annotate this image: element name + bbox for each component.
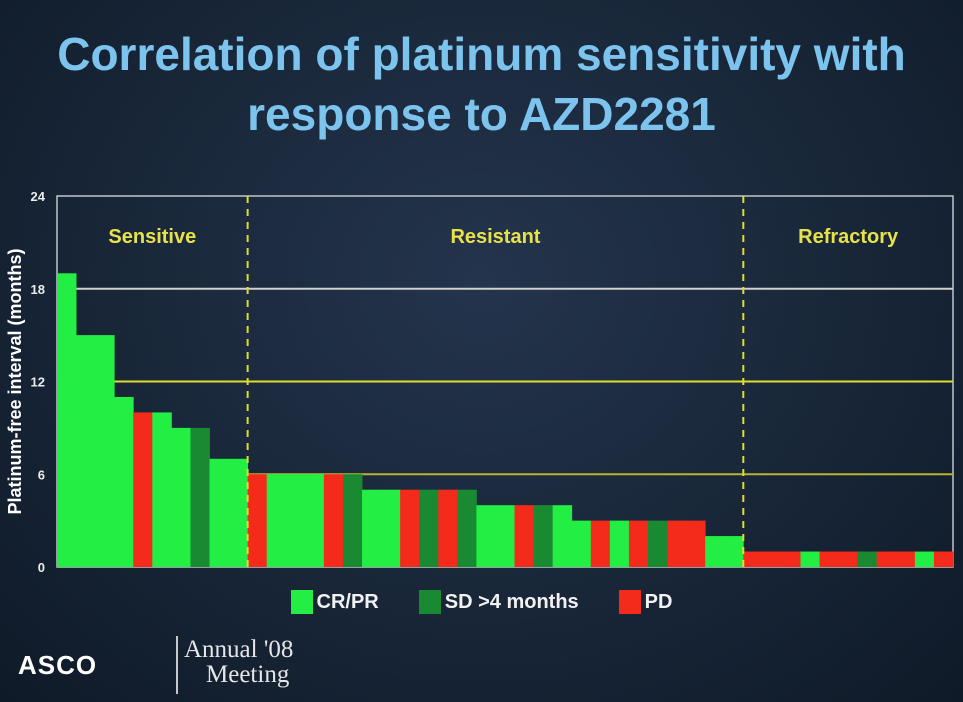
legend-label-sd: SD >4 months	[444, 590, 579, 613]
bar	[838, 551, 859, 567]
annual-meeting-logo: Annual '08 Meeting	[184, 637, 293, 687]
bar	[914, 551, 935, 567]
bar	[438, 489, 458, 567]
bar	[705, 536, 725, 567]
bar	[743, 551, 763, 567]
y-tick-label: 24	[31, 189, 46, 204]
asco-logo: ASCO	[18, 650, 98, 680]
group-label: Sensitive	[108, 226, 196, 248]
bar	[304, 474, 325, 567]
bar	[209, 458, 229, 567]
bar	[933, 551, 954, 567]
legend-swatch-pd	[618, 590, 641, 614]
footer-divider	[176, 636, 178, 694]
legend-label-pd: PD	[644, 590, 673, 613]
bar	[762, 551, 782, 567]
title-line-2: response to AZD2281	[247, 88, 716, 140]
bar	[552, 505, 573, 567]
bar	[114, 396, 134, 567]
meeting-line-1: Annual '08	[184, 636, 294, 663]
meeting-line-2: Meeting	[206, 661, 290, 688]
y-tick-label: 12	[31, 375, 45, 390]
legend-label-crpr: CR/PR	[316, 590, 379, 613]
bar	[819, 551, 840, 567]
bar	[400, 489, 420, 567]
bar	[457, 489, 477, 567]
y-axis-label: Platinum-free interval (months)	[5, 248, 25, 514]
legend-item-pd: PD	[618, 590, 673, 614]
bar	[57, 273, 77, 567]
bar	[895, 551, 916, 567]
bar	[628, 520, 649, 567]
bar	[533, 505, 554, 567]
bar	[266, 474, 287, 567]
title-line-1: Correlation of platinum sensitivity with	[57, 28, 906, 80]
bar	[228, 458, 249, 567]
group-label: Resistant	[450, 226, 540, 248]
bar	[876, 551, 897, 567]
bar	[95, 335, 115, 567]
bar	[419, 489, 439, 567]
bar	[285, 474, 306, 567]
bar	[152, 412, 172, 567]
legend-item-crpr: CR/PR	[290, 590, 379, 614]
bar	[133, 412, 153, 567]
bar	[362, 489, 382, 567]
y-tick-label: 0	[38, 560, 45, 575]
bar	[381, 489, 401, 567]
bar	[476, 505, 496, 567]
bar	[609, 520, 630, 567]
bar	[686, 520, 706, 567]
bar	[190, 427, 210, 567]
bar	[857, 551, 878, 567]
bar	[171, 427, 191, 567]
bar	[800, 551, 820, 567]
slide-title: Correlation of platinum sensitivity with…	[0, 24, 963, 144]
bar	[667, 520, 687, 567]
legend-item-sd: SD >4 months	[418, 590, 579, 614]
bar	[724, 536, 744, 567]
bar	[495, 505, 515, 567]
group-label: Refractory	[798, 226, 899, 248]
y-tick-label: 6	[38, 467, 45, 482]
bar	[342, 474, 363, 567]
chart-legend: CR/PR SD >4 months PD	[0, 585, 963, 619]
legend-swatch-crpr	[290, 590, 313, 614]
bar	[323, 474, 344, 567]
legend-swatch-sd	[418, 590, 441, 614]
bar	[590, 520, 611, 567]
bar	[571, 520, 592, 567]
bar	[514, 505, 534, 567]
bar	[781, 551, 801, 567]
bar	[647, 520, 668, 567]
bar	[247, 474, 268, 567]
y-tick-label: 18	[31, 282, 45, 297]
bar	[76, 335, 96, 567]
